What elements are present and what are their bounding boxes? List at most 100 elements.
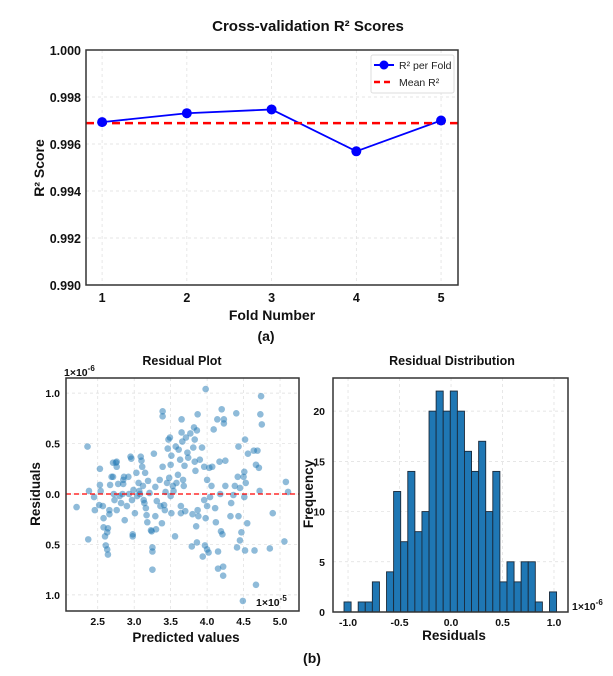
- y-tick-label: 20: [313, 406, 325, 418]
- data-point: [170, 487, 177, 495]
- x-axis-label: Fold Number: [229, 307, 316, 323]
- data-point: [254, 447, 261, 454]
- histogram-bar: [449, 390, 458, 613]
- histogram-bar: [520, 561, 529, 613]
- data-point: [152, 512, 159, 520]
- x-tick-label: 2.5: [90, 616, 105, 628]
- x-multiplier: 1×10-5: [256, 594, 287, 609]
- data-point: [199, 553, 207, 560]
- data-point: [239, 597, 247, 605]
- histogram-bar: [421, 511, 430, 613]
- data-point: [219, 531, 226, 538]
- panel-label-a: (a): [257, 328, 274, 344]
- data-point: [149, 548, 156, 555]
- data-point: [129, 533, 137, 540]
- data-point: [96, 481, 104, 489]
- data-point: [152, 525, 160, 533]
- data-point: [211, 504, 219, 512]
- data-point: [161, 506, 169, 514]
- data-point: [178, 416, 185, 423]
- data-point: [231, 482, 239, 490]
- data-point: [192, 522, 200, 530]
- data-point: [227, 512, 234, 520]
- data-point: [210, 426, 217, 433]
- data-point: [146, 489, 153, 497]
- panel-label-b: (b): [303, 650, 321, 666]
- data-point: [205, 549, 212, 556]
- data-point: [123, 502, 131, 510]
- data-point: [114, 480, 122, 488]
- x-tick-label: 1: [99, 291, 106, 305]
- data-point: [117, 499, 125, 507]
- data-point: [235, 443, 242, 450]
- data-point: [198, 444, 206, 451]
- data-point: [241, 436, 249, 443]
- histogram-bar: [534, 601, 543, 613]
- data-point: [180, 482, 188, 490]
- data-point: [200, 463, 208, 471]
- data-point: [241, 493, 248, 501]
- data-point: [202, 385, 209, 393]
- data-point: [214, 565, 222, 572]
- data-point: [227, 499, 235, 507]
- y-tick-label: 0.996: [50, 138, 81, 152]
- data-point: [255, 464, 263, 472]
- data-point: [436, 115, 447, 126]
- chart-title: Cross-validation R² Scores: [212, 18, 404, 35]
- data-point: [133, 469, 140, 477]
- histogram-bar: [499, 581, 508, 613]
- data-point: [143, 511, 150, 519]
- data-point: [139, 482, 147, 490]
- legend: R² per Fold Mean R²: [370, 54, 455, 94]
- data-point: [160, 501, 168, 509]
- histogram-bar: [471, 470, 480, 613]
- data-point: [220, 416, 228, 423]
- data-point: [144, 477, 152, 485]
- plot-frame: [85, 49, 459, 286]
- data-point: [218, 405, 225, 413]
- x-tick-label: -0.5: [390, 617, 408, 629]
- data-point: [257, 392, 265, 400]
- data-point: [235, 512, 242, 520]
- data-point: [119, 480, 127, 488]
- data-point: [258, 421, 266, 428]
- data-point: [196, 456, 204, 464]
- data-point: [103, 529, 111, 536]
- data-point: [195, 512, 202, 520]
- data-point: [202, 514, 209, 522]
- data-point: [241, 468, 248, 476]
- data-point: [144, 518, 151, 526]
- histogram-bar: [371, 581, 380, 613]
- data-point: [149, 566, 156, 573]
- histogram-bar: [492, 470, 501, 613]
- data-point: [178, 429, 185, 436]
- y-tick-label: 0.990: [50, 279, 81, 293]
- plot-frame: [332, 377, 569, 613]
- data-point: [168, 509, 175, 517]
- data-point: [91, 506, 99, 514]
- histogram-bar: [456, 410, 465, 613]
- legend-entry: R² per Fold: [399, 60, 452, 72]
- data-point: [242, 479, 250, 487]
- data-point: [84, 536, 92, 543]
- data-point: [158, 519, 166, 527]
- histogram-bar: [428, 410, 437, 613]
- data-point: [192, 467, 199, 475]
- y-axis-label: Frequency: [301, 459, 316, 528]
- data-point: [153, 497, 161, 505]
- data-point: [269, 509, 277, 517]
- data-point: [171, 533, 179, 540]
- data-point: [208, 463, 216, 471]
- data-point: [125, 473, 132, 481]
- x-tick-label: -1.0: [339, 617, 357, 629]
- y-tick-label: 0.5: [45, 439, 60, 451]
- data-point: [159, 413, 166, 420]
- data-point: [203, 476, 211, 484]
- x-tick-label: 4.5: [236, 616, 251, 628]
- data-point: [156, 476, 164, 484]
- x-tick-label: 3: [268, 291, 275, 305]
- data-point: [182, 434, 190, 441]
- histogram-bar: [478, 440, 487, 613]
- histogram-bar: [464, 450, 472, 613]
